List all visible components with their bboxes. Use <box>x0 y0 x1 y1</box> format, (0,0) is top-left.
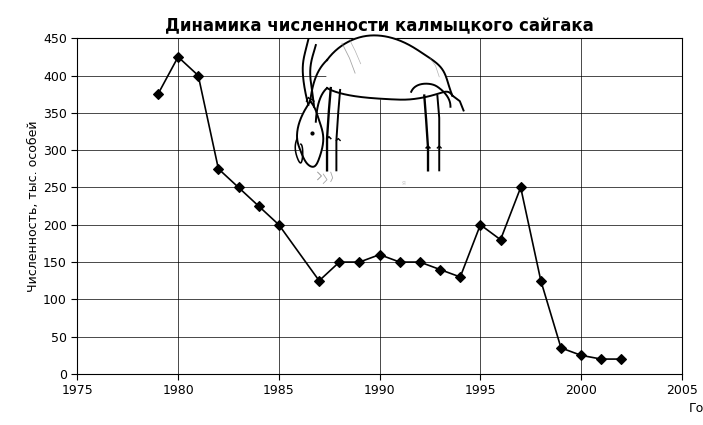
Title: Динамика численности калмыцкого сайгака: Динамика численности калмыцкого сайгака <box>165 17 594 35</box>
X-axis label: Годы: Годы <box>689 401 703 414</box>
Polygon shape <box>297 101 323 167</box>
Polygon shape <box>327 35 452 100</box>
Text: Я: Я <box>402 181 406 186</box>
Y-axis label: Численность, тыс. особей: Численность, тыс. особей <box>27 120 40 292</box>
